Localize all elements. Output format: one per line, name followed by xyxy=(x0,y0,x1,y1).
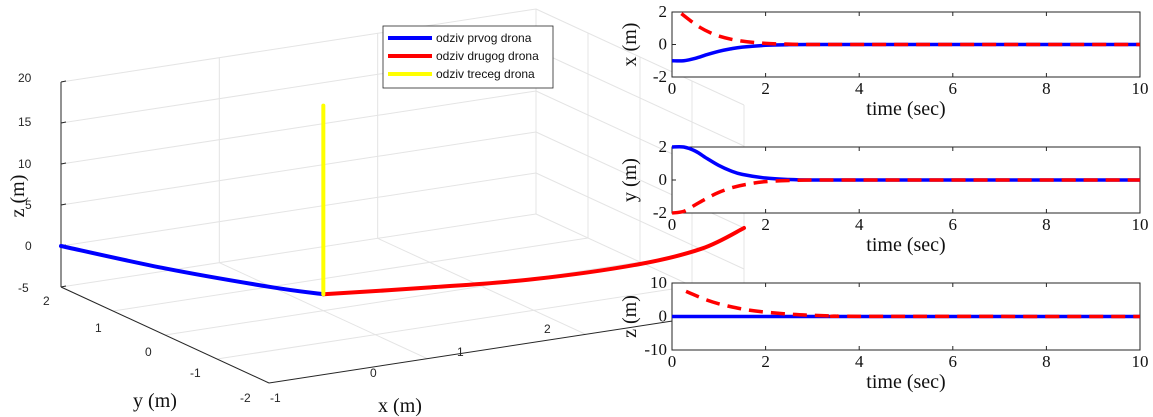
y-tick-label-z-2: 10 xyxy=(650,273,667,292)
series-3d xyxy=(61,106,744,295)
x-tick-label-x-2: 4 xyxy=(855,79,864,98)
y-axis-line xyxy=(61,287,269,383)
y-tick-label-y-1: 0 xyxy=(659,170,668,189)
x-tick-label-x-5: 10 xyxy=(1132,79,1149,98)
z-tick-15: 15 xyxy=(18,115,32,129)
xlabel-x: time (sec) xyxy=(866,98,945,120)
grid-line xyxy=(113,238,588,311)
grid-line xyxy=(165,262,640,335)
x-tick-label-z-1: 2 xyxy=(761,352,770,371)
x-tick-0: 0 xyxy=(370,366,377,380)
z-tick-20: 20 xyxy=(18,71,32,85)
x-tick-label-y-3: 6 xyxy=(949,215,958,234)
x-tick-label-y-2: 4 xyxy=(855,215,864,234)
series-prvog-drona xyxy=(61,246,323,294)
y-tick-label-y-0: -2 xyxy=(653,203,667,222)
z-axis-label: z (m) xyxy=(7,175,29,218)
y-tick-label-y-2: 2 xyxy=(659,137,668,156)
y-tick-2: 2 xyxy=(43,294,50,308)
z-tick-10: 10 xyxy=(18,157,32,171)
z-tick-0: 0 xyxy=(25,239,32,253)
y-tick-label-x-1: 0 xyxy=(659,35,668,54)
x-tick-label-z-0: 0 xyxy=(668,352,677,371)
x-tick-label-z-5: 10 xyxy=(1132,352,1149,371)
ylabel-x: x (m) xyxy=(619,23,641,67)
x-tick-label-x-1: 2 xyxy=(761,79,770,98)
legend-label-drugog: odziv drugog drona xyxy=(436,49,539,63)
x-tick-2: 2 xyxy=(544,322,551,336)
x-tick-label-x-0: 0 xyxy=(668,79,677,98)
legend-label-prvog: odziv prvog drona xyxy=(436,31,532,45)
y-tick-label-x-0: -2 xyxy=(653,67,667,86)
ylabel-y: y (m) xyxy=(619,158,641,202)
y-tick-1: 1 xyxy=(95,321,102,335)
y-tick-label-x-2: 2 xyxy=(659,2,668,21)
x-tick-label-x-3: 6 xyxy=(949,79,958,98)
grid-line xyxy=(61,91,536,164)
xlabel-y: time (sec) xyxy=(866,234,945,256)
x-tick-label-y-0: 0 xyxy=(668,215,677,234)
y-axis-label: y (m) xyxy=(133,390,177,412)
x-axis-label: x (m) xyxy=(378,395,422,417)
x-tick-label-x-4: 8 xyxy=(1042,79,1051,98)
grid-line xyxy=(61,214,536,287)
legend-label-treceg: odziv treceg drona xyxy=(436,67,535,81)
grid-line xyxy=(61,173,536,246)
x-tick-label-z-4: 8 xyxy=(1042,352,1051,371)
legend: odziv prvog drona odziv drugog drona odz… xyxy=(383,26,553,88)
ylabel-z: z (m) xyxy=(619,295,641,338)
x-tick-label-y-5: 10 xyxy=(1132,215,1149,234)
y-tick-label-z-1: 0 xyxy=(659,307,668,326)
y-tick-neg1: -1 xyxy=(190,366,201,380)
x-tick-label-y-1: 2 xyxy=(761,215,770,234)
y-tick-0: 0 xyxy=(145,345,152,359)
x-tick-label-z-3: 6 xyxy=(949,352,958,371)
y-tick-neg2: -2 xyxy=(240,391,251,405)
ticks-3d: 20 15 10 5 0 -5 2 1 0 -1 -2 -1 0 1 2 xyxy=(18,71,551,405)
x-tick-label-y-4: 8 xyxy=(1042,215,1051,234)
plot3d: 20 15 10 5 0 -5 2 1 0 -1 -2 -1 0 1 2 z (… xyxy=(7,9,744,417)
y-tick-label-z-0: -10 xyxy=(644,340,667,359)
grid-line xyxy=(61,132,536,205)
z-tick-neg5: -5 xyxy=(18,281,29,295)
x-tick-label-z-2: 4 xyxy=(855,352,864,371)
xlabel-z: time (sec) xyxy=(866,371,945,393)
axes-3d xyxy=(61,81,744,383)
x-tick-neg1: -1 xyxy=(270,391,281,405)
x-tick-1: 1 xyxy=(457,345,464,359)
